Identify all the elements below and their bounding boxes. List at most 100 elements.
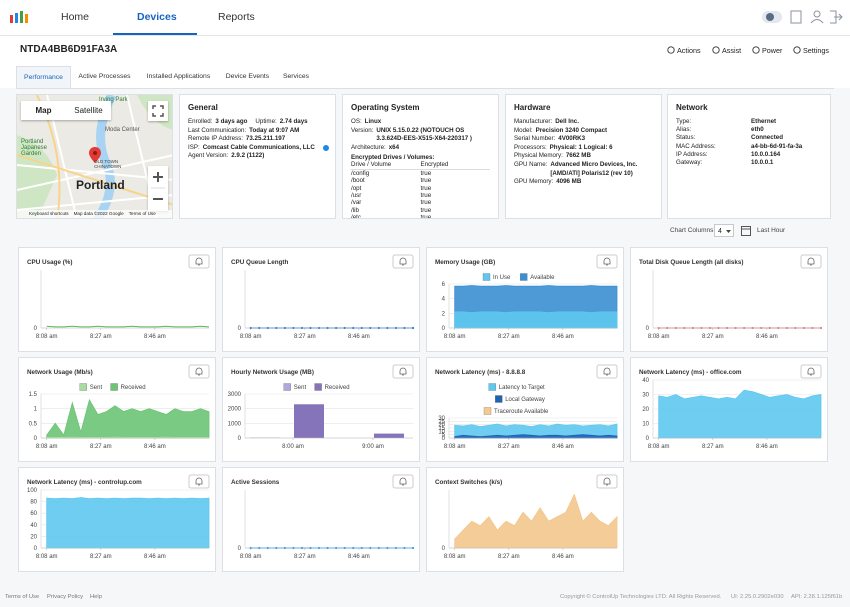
info-label: Version: <box>351 126 374 134</box>
zoom-control[interactable] <box>148 166 168 211</box>
drives-cell: true <box>420 206 432 214</box>
chart-columns-select[interactable]: 4 <box>714 224 734 237</box>
info-row: Architecture: x64 <box>351 144 492 153</box>
alert-button[interactable] <box>596 474 618 489</box>
info-row: GPU Name: Advanced Micro Devices, Inc. [A… <box>514 161 655 178</box>
y-tick-label: 40 <box>30 523 37 529</box>
alert-button[interactable] <box>188 254 210 269</box>
nav-tab[interactable]: Home <box>61 11 90 23</box>
info-row: Remote IP Address: 73.25.211.197 <box>188 135 329 144</box>
bar <box>374 433 404 438</box>
subtab[interactable]: Device Events <box>225 73 270 80</box>
drives-row: /lib true <box>351 207 490 214</box>
drives-header-cell: Drive / Volume <box>351 161 392 169</box>
alert-button[interactable] <box>392 474 414 489</box>
subtab-divider <box>16 88 834 89</box>
top-icons <box>762 10 843 24</box>
y-tick-label: 80 <box>30 500 37 506</box>
info-icon[interactable] <box>322 144 329 151</box>
map-label: Portland Japanese Garden <box>21 139 48 157</box>
report-icon[interactable] <box>790 10 802 24</box>
x-tick-label: 8:46 am <box>756 334 778 340</box>
info-value: 3 days ago <box>215 118 248 125</box>
legend-label: Received <box>325 385 350 391</box>
chart: Total Disk Queue Length (all disks) 0 8:08… <box>639 254 823 340</box>
legend-swatch <box>488 383 496 391</box>
info-value: 4V00RK3 <box>558 135 586 143</box>
alert-button[interactable] <box>596 364 618 379</box>
chart-card: Network Latency (ms) - 8.8.8.8 Latency to… <box>426 357 624 462</box>
device-action[interactable]: Power <box>762 46 783 55</box>
alert-button[interactable] <box>800 364 822 379</box>
map-label: Moda Center <box>105 127 140 133</box>
alert-button[interactable] <box>392 254 414 269</box>
drives-cell: true <box>420 199 432 207</box>
drives-cell: /lib <box>351 206 359 214</box>
bell-icon <box>399 257 407 266</box>
chart: Network Latency (ms) - controlup.com 0 20 4… <box>27 474 210 560</box>
x-tick-label: 8:08 am <box>36 334 58 340</box>
info-label: Processors: <box>514 143 547 151</box>
time-range[interactable]: Last Hour <box>757 227 786 234</box>
device-action[interactable]: Assist <box>722 46 742 55</box>
info-label: Model: <box>514 126 533 134</box>
calendar-icon[interactable] <box>741 225 751 236</box>
alert-button-frame <box>188 474 210 489</box>
drives-cell: /etc <box>351 214 361 219</box>
y-tick-label: 0.5 <box>29 421 38 427</box>
chart-card: Network Latency (ms) - office.com 0 10 20 30… <box>630 357 828 462</box>
device-action[interactable]: Settings <box>803 46 829 55</box>
alert-button[interactable] <box>800 254 822 269</box>
info-value: a4-bb-6d-91-fa-3a <box>751 142 803 150</box>
nav-tab[interactable]: Devices <box>137 11 177 23</box>
alert-button[interactable] <box>188 364 210 379</box>
map-label: Portland <box>76 178 125 192</box>
user-icon[interactable] <box>813 10 821 18</box>
x-tick-label: 8:27 am <box>498 334 520 340</box>
info-row: GPU Memory: 4096 MB <box>514 178 655 187</box>
info-value: Connected <box>751 134 783 142</box>
x-tick-label: 8:46 am <box>756 444 778 450</box>
series-area <box>46 398 210 439</box>
footer-link[interactable]: Help <box>90 594 102 600</box>
logout-icon[interactable] <box>830 10 843 24</box>
x-tick-label: 8:46 am <box>348 334 370 340</box>
drives-cell: true <box>420 192 432 199</box>
info-value: 4096 MB <box>556 178 582 186</box>
alert-button[interactable] <box>392 364 414 379</box>
device-action[interactable]: Actions <box>677 46 701 55</box>
legend-label: Available <box>530 275 555 281</box>
x-tick-label: 8:27 am <box>90 334 112 340</box>
icon-shape <box>322 144 329 151</box>
drives-title: Encrypted Drives / Volumes: <box>351 154 435 162</box>
footer-link[interactable]: Terms of Use <box>5 594 40 600</box>
x-tick-label: 8:08 am <box>36 554 58 560</box>
y-tick-label: 0 <box>34 546 38 552</box>
x-tick-label: 8:08 am <box>444 444 466 450</box>
subtab[interactable]: Performance <box>16 66 71 88</box>
alert-button[interactable] <box>188 474 210 489</box>
map-type-button[interactable]: Satellite <box>74 106 103 115</box>
info-row: Alias: eth0 <box>676 126 824 134</box>
map[interactable]: Map Satellite Irving Park Moda Center Portla… <box>16 94 173 219</box>
info-row: Enrolled: 3 days ago Uptime: 2.74 days <box>188 118 329 127</box>
bell-icon <box>399 367 407 376</box>
fullscreen-button[interactable] <box>148 101 168 121</box>
info-value: 73.25.211.197 <box>245 135 286 143</box>
y-tick-label: 4 <box>442 297 446 303</box>
x-tick-label: 8:08 am <box>648 444 670 450</box>
y-tick-label: 30 <box>438 416 445 422</box>
subtab[interactable]: Active Processes <box>78 73 131 80</box>
map-label: Irving Park <box>99 97 128 103</box>
chart: Context Switches (k/s) 0 8:08 am 8:27 am 8:4… <box>435 474 618 560</box>
subtab[interactable]: Services <box>282 73 310 80</box>
map-type-button[interactable]: Map <box>35 106 52 115</box>
footer-link[interactable]: Privacy Policy <box>47 594 84 600</box>
nav-tab[interactable]: Reports <box>218 11 255 23</box>
map-footer: Keyboard shortcuts Map data ©2022 Google T… <box>17 210 172 218</box>
y-tick-label: 3000 <box>228 392 242 398</box>
drives-cell: /usr <box>351 192 362 199</box>
subtab[interactable]: Installed Applications <box>146 73 211 80</box>
alert-button[interactable] <box>596 254 618 269</box>
